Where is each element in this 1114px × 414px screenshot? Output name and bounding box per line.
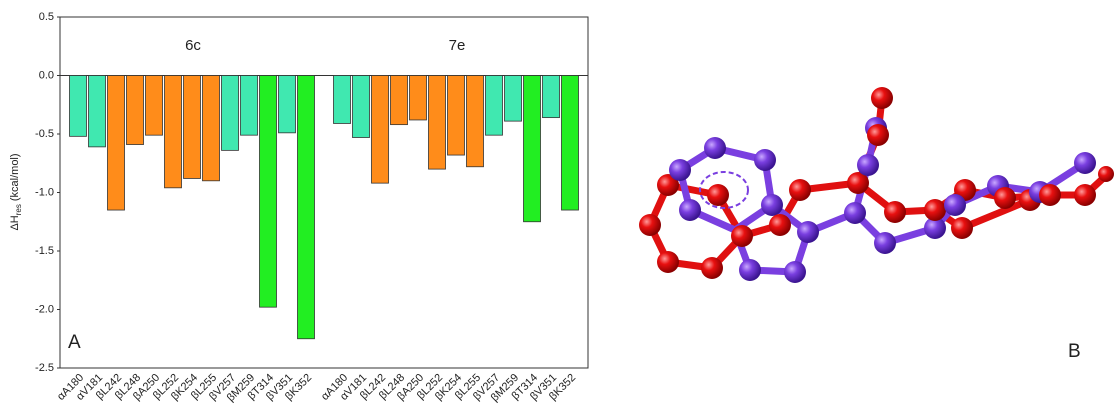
atom bbox=[1074, 184, 1096, 206]
bar bbox=[524, 76, 541, 222]
bar bbox=[448, 76, 465, 156]
bar bbox=[353, 76, 370, 138]
atom bbox=[797, 221, 819, 243]
panel-label: B bbox=[1068, 341, 1081, 362]
bar bbox=[70, 76, 87, 137]
atom bbox=[944, 194, 966, 216]
group-label: 6c bbox=[185, 37, 201, 54]
atom bbox=[874, 232, 896, 254]
bar bbox=[543, 76, 560, 118]
atom bbox=[769, 214, 791, 236]
bar bbox=[241, 76, 258, 136]
bar bbox=[127, 76, 144, 145]
atom bbox=[1074, 152, 1096, 174]
atom bbox=[761, 194, 783, 216]
bar bbox=[165, 76, 182, 188]
atom bbox=[884, 201, 906, 223]
plot-frame bbox=[60, 17, 588, 368]
bar bbox=[260, 76, 277, 308]
atom bbox=[704, 137, 726, 159]
atom bbox=[657, 251, 679, 273]
bar bbox=[391, 76, 408, 125]
bar bbox=[222, 76, 239, 151]
group-label: 7e bbox=[449, 37, 466, 54]
y-tick-label: -2.0 bbox=[35, 303, 54, 315]
y-label-sub: res bbox=[14, 204, 23, 215]
panel-label: A bbox=[68, 332, 81, 353]
bar bbox=[410, 76, 427, 120]
atom bbox=[867, 124, 889, 146]
bar bbox=[108, 76, 125, 211]
atom bbox=[669, 159, 691, 181]
figure: ΔHres (kcal/mol) A B bbox=[0, 0, 1114, 414]
bar bbox=[562, 76, 579, 211]
atom bbox=[784, 261, 806, 283]
bar bbox=[505, 76, 522, 122]
atom bbox=[1039, 184, 1061, 206]
bar bbox=[372, 76, 389, 184]
bar bbox=[429, 76, 446, 170]
atom bbox=[871, 87, 893, 109]
atom bbox=[951, 217, 973, 239]
atom bbox=[857, 154, 879, 176]
atom bbox=[701, 257, 723, 279]
atom bbox=[1098, 166, 1114, 182]
bar bbox=[146, 76, 163, 136]
bar bbox=[203, 76, 220, 181]
atom bbox=[754, 149, 776, 171]
bar bbox=[467, 76, 484, 167]
y-tick-label: 0.0 bbox=[39, 69, 54, 81]
atom bbox=[679, 199, 701, 221]
atom bbox=[731, 225, 753, 247]
atom bbox=[707, 184, 729, 206]
atom bbox=[994, 187, 1016, 209]
molecule-image bbox=[639, 87, 1114, 283]
bar bbox=[89, 76, 106, 147]
bar bbox=[279, 76, 296, 133]
y-tick-label: -0.5 bbox=[35, 128, 54, 140]
y-tick-label: 0.5 bbox=[39, 11, 54, 23]
atom bbox=[789, 179, 811, 201]
bar bbox=[298, 76, 315, 339]
y-tick-label: -1.5 bbox=[35, 245, 54, 257]
bar bbox=[334, 76, 351, 124]
bar bbox=[184, 76, 201, 179]
atom bbox=[924, 199, 946, 221]
atom bbox=[739, 259, 761, 281]
atom bbox=[844, 202, 866, 224]
atom bbox=[639, 214, 661, 236]
y-label-main: ΔH bbox=[9, 215, 21, 230]
bar bbox=[486, 76, 503, 136]
y-label-unit: (kcal/mol) bbox=[9, 153, 21, 201]
y-tick-label: -1.0 bbox=[35, 186, 54, 198]
y-tick-label: -2.5 bbox=[35, 362, 54, 374]
y-axis-label: ΔHres (kcal/mol) bbox=[9, 153, 23, 230]
